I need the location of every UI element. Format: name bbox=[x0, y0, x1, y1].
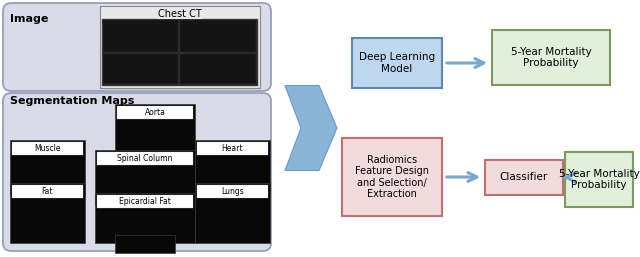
Text: Image: Image bbox=[10, 14, 49, 24]
FancyBboxPatch shape bbox=[3, 3, 271, 91]
FancyBboxPatch shape bbox=[180, 54, 256, 84]
FancyBboxPatch shape bbox=[195, 183, 270, 243]
Text: Aorta: Aorta bbox=[145, 108, 165, 117]
FancyBboxPatch shape bbox=[180, 20, 256, 52]
FancyBboxPatch shape bbox=[12, 185, 83, 198]
Text: 5-Year Mortality
Probability: 5-Year Mortality Probability bbox=[511, 47, 591, 68]
FancyBboxPatch shape bbox=[10, 140, 85, 195]
FancyBboxPatch shape bbox=[12, 142, 83, 155]
FancyBboxPatch shape bbox=[565, 152, 633, 207]
Text: Fat: Fat bbox=[42, 187, 53, 196]
FancyBboxPatch shape bbox=[197, 142, 268, 155]
FancyBboxPatch shape bbox=[103, 20, 178, 52]
FancyBboxPatch shape bbox=[197, 185, 268, 198]
FancyBboxPatch shape bbox=[117, 106, 193, 119]
FancyBboxPatch shape bbox=[97, 195, 193, 208]
Text: Deep Learning
Model: Deep Learning Model bbox=[359, 52, 435, 74]
Text: Muscle: Muscle bbox=[35, 144, 61, 153]
Text: Epicardial Fat: Epicardial Fat bbox=[119, 197, 171, 206]
FancyBboxPatch shape bbox=[342, 138, 442, 216]
FancyBboxPatch shape bbox=[195, 140, 270, 195]
FancyBboxPatch shape bbox=[95, 193, 195, 243]
Text: Spinal Column: Spinal Column bbox=[117, 154, 173, 163]
FancyBboxPatch shape bbox=[103, 54, 178, 84]
Text: Radiomics
Feature Design
and Selection/
Extraction: Radiomics Feature Design and Selection/ … bbox=[355, 155, 429, 199]
Text: 5-Year Mortality
Probability: 5-Year Mortality Probability bbox=[559, 169, 639, 190]
FancyBboxPatch shape bbox=[97, 152, 193, 165]
Text: Classifier: Classifier bbox=[500, 172, 548, 182]
FancyBboxPatch shape bbox=[492, 30, 610, 85]
Text: Segmentation Maps: Segmentation Maps bbox=[10, 96, 134, 106]
Text: Heart: Heart bbox=[221, 144, 243, 153]
FancyBboxPatch shape bbox=[10, 183, 85, 243]
FancyBboxPatch shape bbox=[485, 160, 563, 195]
Text: Lungs: Lungs bbox=[221, 187, 244, 196]
FancyBboxPatch shape bbox=[115, 104, 195, 159]
FancyBboxPatch shape bbox=[102, 19, 258, 86]
FancyBboxPatch shape bbox=[95, 150, 195, 205]
FancyBboxPatch shape bbox=[100, 6, 260, 88]
Polygon shape bbox=[285, 86, 337, 170]
FancyBboxPatch shape bbox=[352, 38, 442, 88]
Text: Chest CT: Chest CT bbox=[158, 9, 202, 19]
FancyBboxPatch shape bbox=[3, 93, 271, 251]
FancyBboxPatch shape bbox=[115, 235, 175, 253]
